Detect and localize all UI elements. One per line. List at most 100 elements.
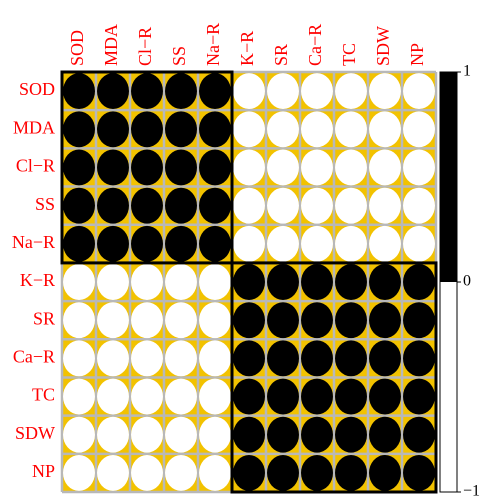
correlation-circle xyxy=(369,225,401,262)
correlation-circle xyxy=(369,73,401,110)
correlation-circle xyxy=(369,340,401,377)
correlation-circle xyxy=(97,187,129,224)
column-label: K−R xyxy=(237,31,257,66)
correlation-circle xyxy=(403,378,435,415)
correlation-circle xyxy=(267,416,299,453)
cluster-box xyxy=(60,70,234,265)
correlation-circle xyxy=(335,416,367,453)
correlation-circle xyxy=(131,111,163,148)
row-label: SR xyxy=(33,308,55,328)
correlation-circle xyxy=(335,340,367,377)
column-label: SDW xyxy=(373,26,393,66)
correlation-circle xyxy=(165,416,197,453)
column-label: Ca−R xyxy=(305,24,325,66)
colorbar-tick-label: 1 xyxy=(463,63,471,80)
correlation-circle xyxy=(267,454,299,491)
correlation-circle xyxy=(165,225,197,262)
column-label: SS xyxy=(169,46,189,66)
correlation-circle xyxy=(335,73,367,110)
correlation-circle xyxy=(335,302,367,339)
correlation-circle xyxy=(131,149,163,186)
correlation-circle xyxy=(335,187,367,224)
correlation-circle xyxy=(199,264,231,300)
correlation-circle xyxy=(199,378,231,415)
correlation-circle xyxy=(403,187,435,224)
row-label: SS xyxy=(35,194,55,214)
correlation-circle xyxy=(301,302,333,339)
row-label: MDA xyxy=(13,117,55,137)
correlation-circle xyxy=(233,302,265,339)
row-label: Na−R xyxy=(12,232,55,252)
correlation-circle xyxy=(233,149,265,186)
correlation-circle xyxy=(131,416,163,453)
correlation-circle xyxy=(403,149,435,186)
correlation-circle xyxy=(131,187,163,224)
correlation-circle xyxy=(97,225,129,262)
cluster-box xyxy=(230,261,438,494)
correlation-circle xyxy=(267,225,299,262)
correlation-circle xyxy=(267,111,299,148)
correlation-circle xyxy=(233,225,265,262)
correlation-circle xyxy=(335,225,367,262)
correlation-circle xyxy=(165,454,197,491)
correlation-circle xyxy=(403,302,435,339)
correlation-circle xyxy=(301,264,333,300)
column-label: Na−R xyxy=(203,23,223,66)
column-label: SOD xyxy=(67,30,87,66)
correlation-circle xyxy=(199,73,231,110)
correlation-circle xyxy=(301,187,333,224)
correlation-circle xyxy=(97,149,129,186)
correlation-circle xyxy=(165,264,197,300)
correlation-circle xyxy=(403,111,435,148)
correlation-circle xyxy=(233,73,265,110)
correlation-circle xyxy=(97,111,129,148)
column-label: TC xyxy=(339,43,359,66)
correlation-circle xyxy=(233,187,265,224)
correlation-circle xyxy=(233,340,265,377)
correlation-circle xyxy=(301,149,333,186)
colorbar-tick-label: −1 xyxy=(463,483,480,500)
correlation-circle xyxy=(403,340,435,377)
correlation-circle xyxy=(267,378,299,415)
correlation-circle xyxy=(63,73,95,110)
colorbar-positive xyxy=(440,72,457,282)
correlation-circle xyxy=(165,302,197,339)
correlation-circle xyxy=(97,302,129,339)
correlation-circle xyxy=(199,187,231,224)
correlation-circle xyxy=(233,111,265,148)
correlation-circle xyxy=(63,225,95,262)
correlation-circle xyxy=(165,111,197,148)
correlation-circle xyxy=(165,187,197,224)
row-label: Cl−R xyxy=(16,156,55,176)
correlation-circle xyxy=(369,416,401,453)
correlation-circle xyxy=(301,111,333,148)
correlation-circle xyxy=(165,378,197,415)
correlation-circle xyxy=(199,416,231,453)
correlation-circle xyxy=(301,416,333,453)
colorbar-tick-label: 0 xyxy=(463,273,471,290)
row-label: K−R xyxy=(20,270,55,290)
correlation-circle xyxy=(199,149,231,186)
correlation-circle xyxy=(301,225,333,262)
correlation-circle xyxy=(301,454,333,491)
row-label: TC xyxy=(32,385,55,405)
correlation-circle xyxy=(267,264,299,300)
correlation-circle xyxy=(63,149,95,186)
correlation-circle xyxy=(267,73,299,110)
correlation-circle xyxy=(369,454,401,491)
correlation-circle xyxy=(199,302,231,339)
correlation-circle xyxy=(131,264,163,300)
correlation-circle xyxy=(131,73,163,110)
correlation-circle xyxy=(63,187,95,224)
correlation-circle xyxy=(335,149,367,186)
correlation-circle xyxy=(369,378,401,415)
correlation-circle xyxy=(233,416,265,453)
correlation-circle xyxy=(335,454,367,491)
correlation-circle xyxy=(131,378,163,415)
row-label: SOD xyxy=(19,79,55,99)
correlation-circle xyxy=(199,225,231,262)
correlation-circle xyxy=(403,264,435,300)
correlation-circle xyxy=(165,149,197,186)
correlation-circle xyxy=(369,111,401,148)
column-label: MDA xyxy=(101,24,121,66)
